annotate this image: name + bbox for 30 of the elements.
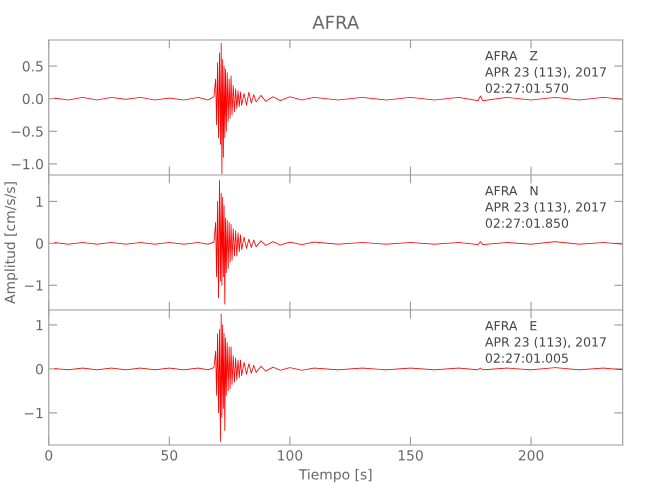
y-axis-title: Amplitud [cm/s/s] [4,182,18,304]
annotation: 02:27:01.005 [486,353,568,363]
y-tick-label: −1.0 [12,158,43,170]
annotation: APR 23 (113), 2017 [485,337,606,348]
x-tick-label: 50 [162,450,178,461]
chart-title: AFRA [312,16,360,29]
annotation: 02:27:01.850 [486,218,568,228]
annotation: AFRA N [485,186,538,196]
y-tick-label: −1 [24,280,43,291]
x-axis-title: Tiempo [s] [298,468,372,482]
annotation: AFRA Z [485,51,538,60]
annotation: 02:27:01.570 [486,83,568,93]
y-tick-label: −0.5 [12,126,43,137]
line-series [54,314,623,442]
x-tick-label: 200 [518,450,544,461]
y-tick-label: 1 [36,196,43,207]
y-tick-label: 0.0 [22,94,43,104]
y-tick-label: 1 [36,320,43,330]
y-tick-label: −1 [24,408,43,418]
annotation: APR 23 (113), 2017 [485,202,606,214]
line-series [54,180,623,305]
x-tick-label: 0 [45,450,52,461]
x-tick-label: 150 [398,450,423,461]
x-tick-label: 100 [278,450,302,461]
annotation: APR 23 (113), 2017 [485,67,606,78]
y-tick-label: 0.5 [22,61,43,72]
y-tick-label: 0 [36,364,43,374]
line-series [54,42,623,174]
y-tick-label: 0 [36,238,43,249]
annotation: AFRA E [485,321,536,330]
